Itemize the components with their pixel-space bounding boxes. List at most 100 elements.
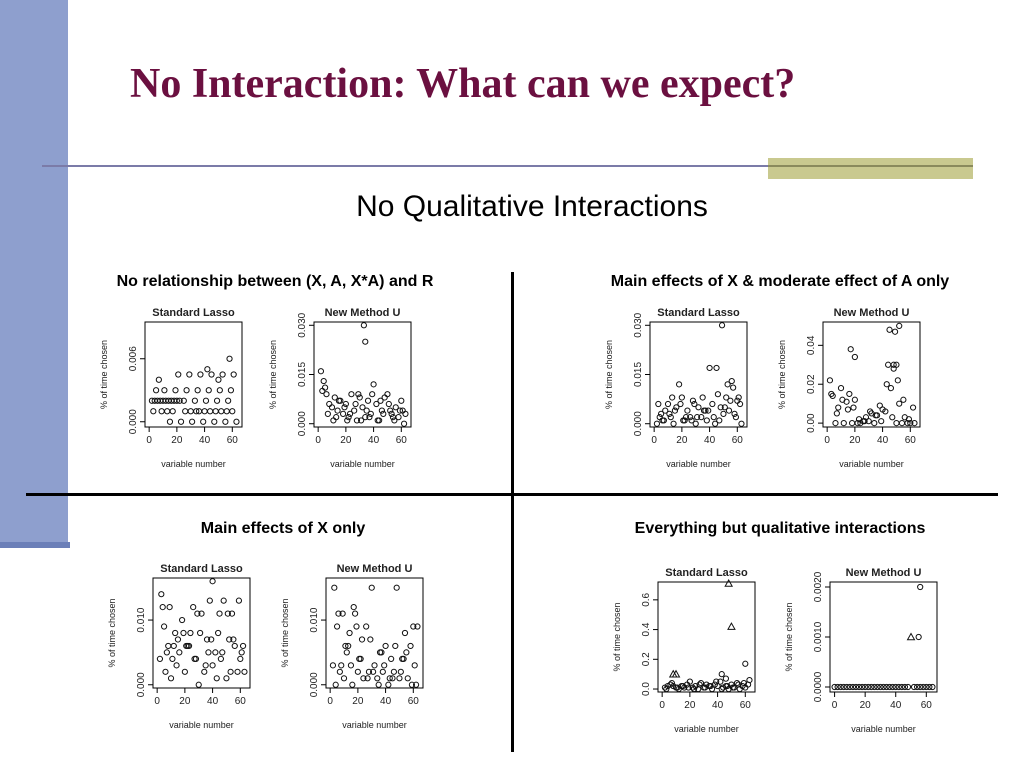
data-point [408, 681, 416, 688]
data-point [204, 366, 211, 373]
data-point [379, 668, 386, 675]
x-tick-label: 0 [659, 700, 665, 711]
data-point [227, 387, 235, 394]
scatter-q4-new-method-u: New Method U 0 20 40 60 0.0000 0.0010 0.0020 var… [784, 567, 938, 734]
data-point [388, 410, 395, 417]
data-point [674, 684, 681, 691]
data-point [669, 394, 676, 401]
data-point [208, 371, 215, 378]
data-point [905, 416, 913, 423]
data-point [703, 417, 710, 424]
x-tick-label: 40 [199, 435, 211, 446]
data-point [387, 407, 394, 414]
data-point [332, 681, 339, 688]
data-point [335, 610, 342, 617]
data-point [385, 400, 392, 408]
data-point [367, 410, 374, 417]
data-point [189, 418, 196, 425]
data-point [180, 629, 187, 637]
data-point [194, 610, 201, 617]
data-point [238, 649, 245, 656]
data-point [348, 391, 355, 398]
data-point [229, 408, 236, 415]
data-point [399, 407, 406, 414]
data-point [200, 418, 207, 425]
data-point [172, 629, 179, 637]
data-point [363, 623, 370, 630]
quadrant-title-top-right: Main effects of X & moderate effect of A… [610, 273, 950, 290]
data-point [397, 668, 404, 675]
data-point [722, 675, 730, 682]
data-point [835, 404, 842, 411]
data-point [893, 420, 900, 427]
data-point [660, 417, 667, 424]
data-point [224, 610, 231, 617]
data-point [197, 371, 204, 378]
data-point [209, 578, 216, 585]
data-point [207, 408, 214, 415]
x-tick-label: 40 [368, 435, 380, 446]
data-point [205, 649, 212, 656]
data-point [169, 655, 176, 662]
data-point [725, 407, 733, 414]
data-point [213, 397, 221, 404]
data-point [412, 681, 420, 688]
data-point [191, 655, 198, 662]
quadrant-title-bottom-right: Everything but qualitative interactions [634, 520, 926, 537]
data-point [850, 404, 857, 411]
data-point [355, 391, 362, 398]
data-point [717, 678, 724, 685]
data-point [859, 683, 866, 691]
title-accent-rule [768, 165, 973, 167]
data-point [158, 408, 165, 415]
data-point [323, 391, 330, 398]
data-point [209, 662, 216, 669]
data-point [187, 408, 194, 415]
data-point [689, 397, 697, 404]
data-point [161, 387, 168, 394]
x-tick-label: 40 [207, 696, 219, 707]
data-point [158, 591, 165, 598]
y-tick-label: 0.04 [806, 335, 817, 355]
x-tick-label: 20 [171, 435, 183, 446]
data-point [680, 417, 687, 424]
y-tick-label: 0.0010 [813, 621, 824, 652]
x-tick-label: 20 [676, 435, 688, 446]
data-point [695, 404, 702, 411]
data-point [163, 649, 170, 656]
data-point [834, 683, 841, 691]
data-point [702, 684, 709, 691]
data-point [667, 414, 674, 421]
data-point [926, 683, 933, 691]
y-axis-label: % of time chosen [99, 340, 109, 409]
data-point [840, 683, 847, 691]
data-point [170, 642, 177, 650]
y-tick-label: 0.4 [641, 622, 652, 636]
data-point [370, 668, 377, 675]
x-tick-label: 20 [684, 700, 696, 711]
quadrant-title-bottom-left: Main effects of X only [200, 520, 366, 537]
x-axis-label: variable number [851, 724, 916, 734]
data-point [356, 394, 363, 401]
data-point [400, 420, 408, 427]
data-point [320, 377, 327, 385]
data-point [697, 679, 705, 687]
data-point [174, 636, 182, 643]
y-tick-label: 0.015 [633, 362, 644, 387]
data-point [324, 410, 331, 417]
data-point [910, 683, 918, 691]
data-point [887, 385, 895, 392]
data-point [671, 407, 679, 414]
data-point [742, 660, 749, 667]
data-point [395, 414, 402, 421]
data-point [352, 400, 359, 408]
data-point [223, 675, 230, 682]
data-point [889, 683, 896, 691]
data-point [690, 685, 698, 693]
scatter-q2-standard-lasso: Standard Lasso 0 20 40 60 0.000 0.015 0.030 vari… [604, 307, 748, 469]
data-point [714, 391, 722, 398]
data-point [706, 364, 713, 372]
y-tick-label: 0.0000 [813, 671, 824, 702]
data-point [164, 408, 171, 415]
y-axis-label: % of time chosen [268, 340, 278, 409]
